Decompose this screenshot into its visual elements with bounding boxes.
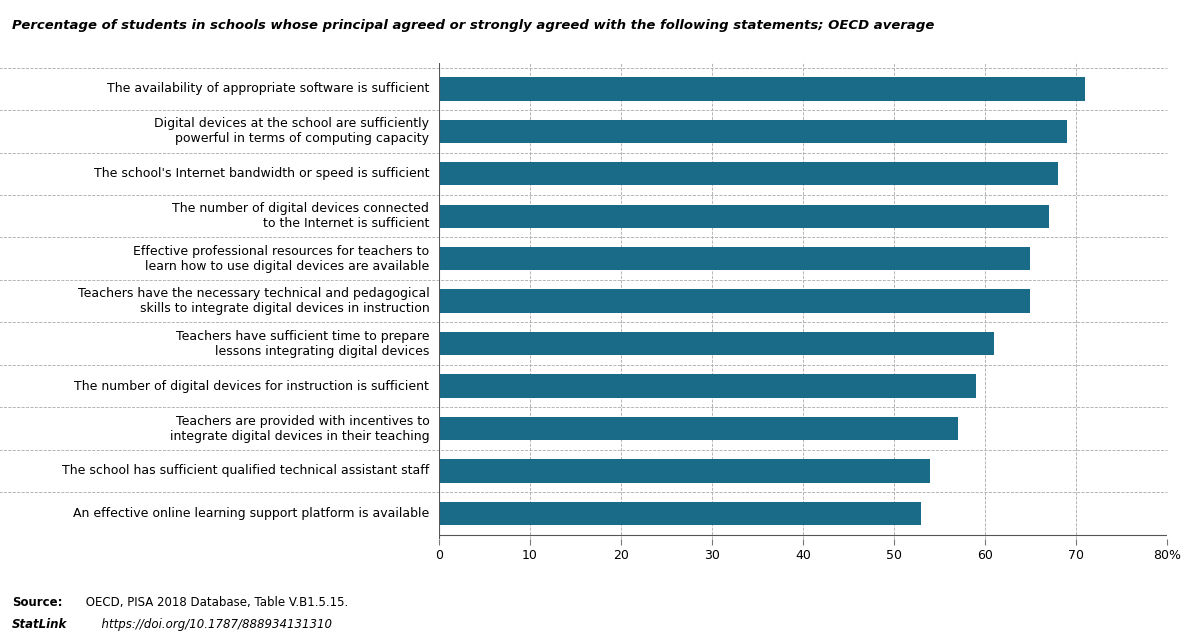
Bar [439,162,1057,186]
Bar [439,332,994,355]
Text: https://doi.org/10.1787/888934131310: https://doi.org/10.1787/888934131310 [94,618,332,631]
Bar [439,77,1085,101]
Bar [439,501,921,525]
Bar [439,205,1049,228]
Bar [439,375,976,398]
Text: StatLink: StatLink [12,618,67,631]
Bar [439,290,1031,313]
Text: Percentage of students in schools whose principal agreed or strongly agreed with: Percentage of students in schools whose … [12,19,935,32]
Bar [439,247,1031,270]
Bar [439,417,958,440]
Bar [439,120,1067,143]
Text: OECD, PISA 2018 Database, Table V.B1.5.15.: OECD, PISA 2018 Database, Table V.B1.5.1… [82,596,348,609]
Text: Source:: Source: [12,596,63,609]
Bar [439,459,930,482]
